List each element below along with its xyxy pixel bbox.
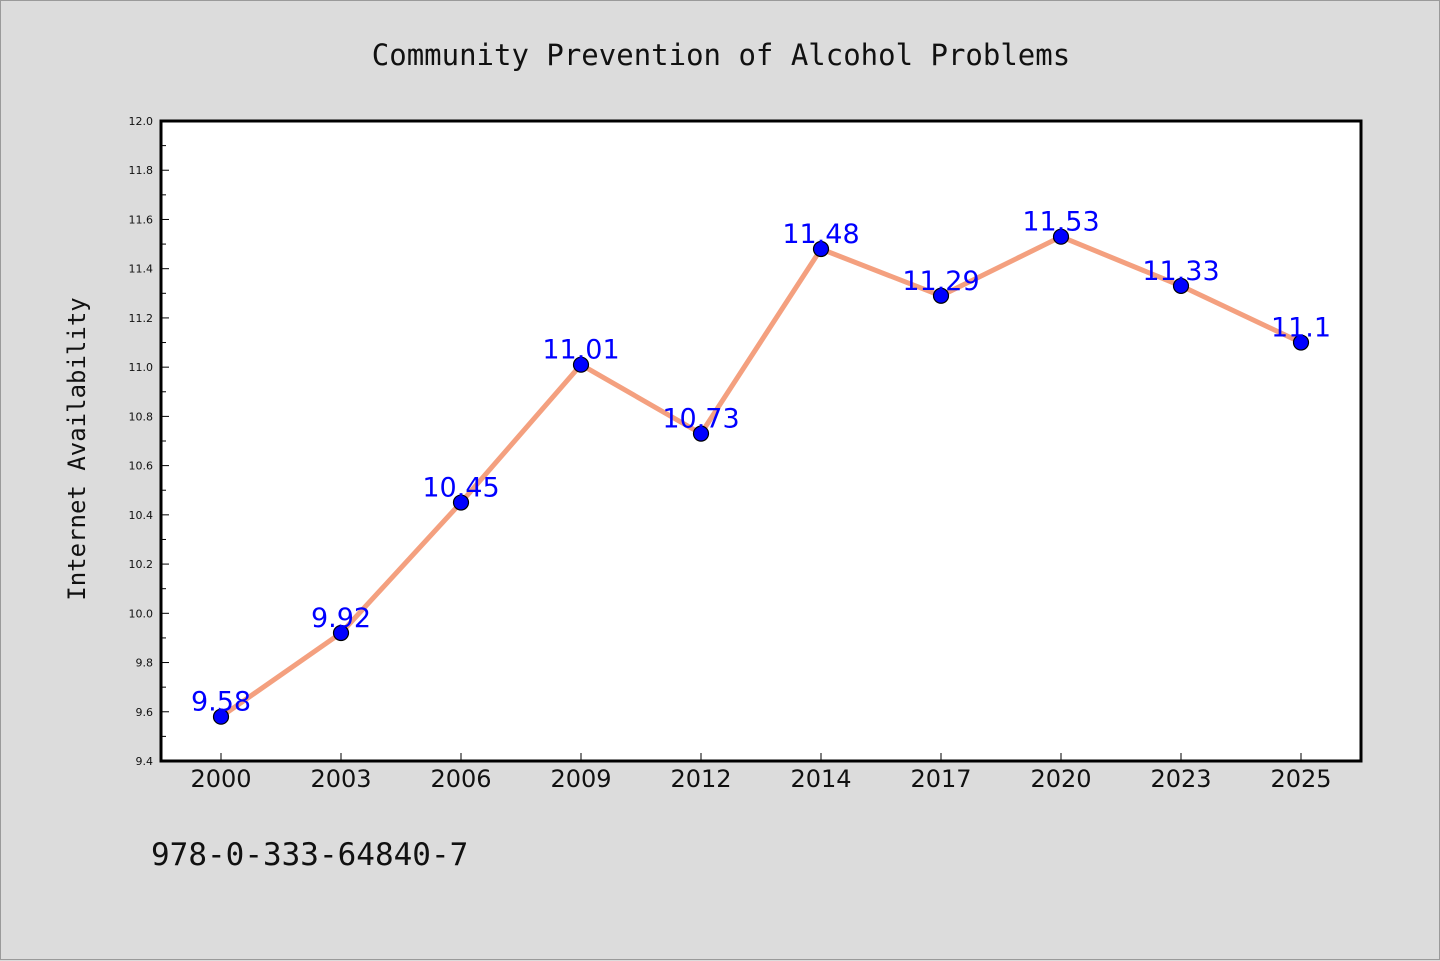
y-tick-label: 10.2 (129, 558, 154, 571)
data-labels: 9.58 9.92 10.45 11.01 10.73 11.48 11.29 11.53 11… (191, 207, 1331, 718)
data-label: 11.33 (1142, 256, 1219, 287)
y-tick-label: 9.6 (136, 706, 154, 719)
y-tick-label: 11.6 (129, 213, 154, 226)
x-tick-label: 2023 (1150, 765, 1211, 793)
y-tick-label: 10.6 (129, 460, 154, 473)
data-point (692, 425, 710, 442)
y-tick-label: 10.0 (129, 607, 154, 620)
x-tick-label: 2009 (550, 765, 611, 793)
data-label: 9.92 (311, 603, 371, 634)
y-tick-label: 11.2 (129, 312, 154, 325)
data-point (812, 240, 830, 258)
data-point (212, 708, 230, 725)
x-tick-label: 2014 (790, 765, 851, 793)
data-point (1292, 334, 1310, 351)
data-label: 11.1 (1271, 313, 1331, 344)
y-tick-label: 10.4 (129, 509, 154, 522)
y-tick-label: 10.8 (129, 410, 154, 423)
series-line (219, 234, 1303, 719)
data-label: 10.45 (422, 473, 499, 504)
x-tick-label: 2017 (910, 765, 971, 793)
data-label: 11.01 (542, 335, 619, 366)
y-tick-label: 11.4 (129, 263, 154, 276)
footer-code: 978-0-333-64840-7 (151, 837, 468, 873)
x-axis-ticks: 2000 2003 2006 2009 2012 2014 2017 2020 2023 2025 (190, 753, 1332, 793)
x-tick-label: 2025 (1270, 765, 1331, 793)
x-tick-label: 2020 (1030, 765, 1091, 793)
data-label: 11.53 (1022, 207, 1099, 238)
plot-area (159, 119, 1363, 763)
y-tick-label: 11.0 (129, 361, 154, 374)
data-point (332, 624, 350, 642)
data-point (572, 356, 590, 373)
x-tick-label: 2006 (430, 765, 491, 793)
y-axis-label: Internet Availability (63, 297, 91, 600)
data-points (212, 228, 1310, 725)
y-tick-label: 12.0 (129, 115, 154, 128)
x-tick-label: 2003 (310, 765, 371, 793)
data-point (1052, 228, 1070, 245)
data-point (452, 494, 470, 511)
data-label: 10.73 (662, 404, 739, 435)
data-point (932, 287, 950, 304)
chart-title: Community Prevention of Alcohol Problems (372, 38, 1070, 72)
y-tick-label: 11.8 (129, 164, 154, 177)
data-point (1172, 277, 1190, 295)
y-tick-label: 9.8 (136, 657, 154, 670)
y-axis-ticks: 9.4 9.6 9.8 10.0 10.2 10.4 10.6 10.8 11.0 11.2 11.… (129, 115, 169, 768)
y-tick-label: 9.4 (136, 755, 154, 768)
data-label: 11.48 (782, 219, 859, 250)
x-tick-label: 2000 (190, 765, 251, 793)
data-label: 11.29 (902, 266, 979, 297)
data-label: 9.58 (191, 687, 251, 718)
x-tick-label: 2012 (670, 765, 731, 793)
